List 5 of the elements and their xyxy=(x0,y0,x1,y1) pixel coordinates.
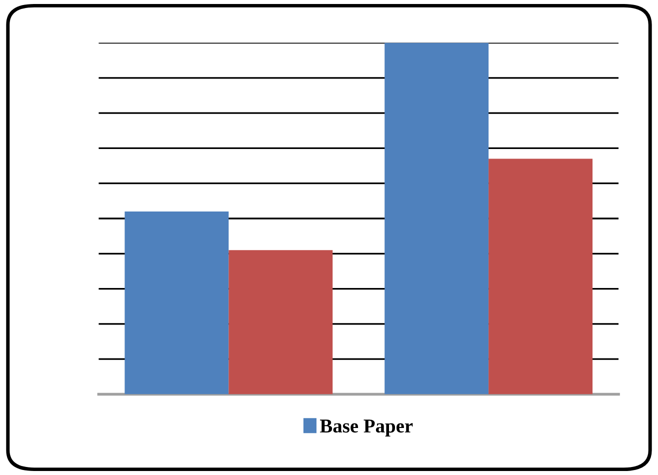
bar xyxy=(488,158,593,394)
bar xyxy=(384,42,489,394)
legend-label: Base Paper xyxy=(320,420,413,437)
bar xyxy=(124,211,229,394)
bar xyxy=(228,250,333,394)
